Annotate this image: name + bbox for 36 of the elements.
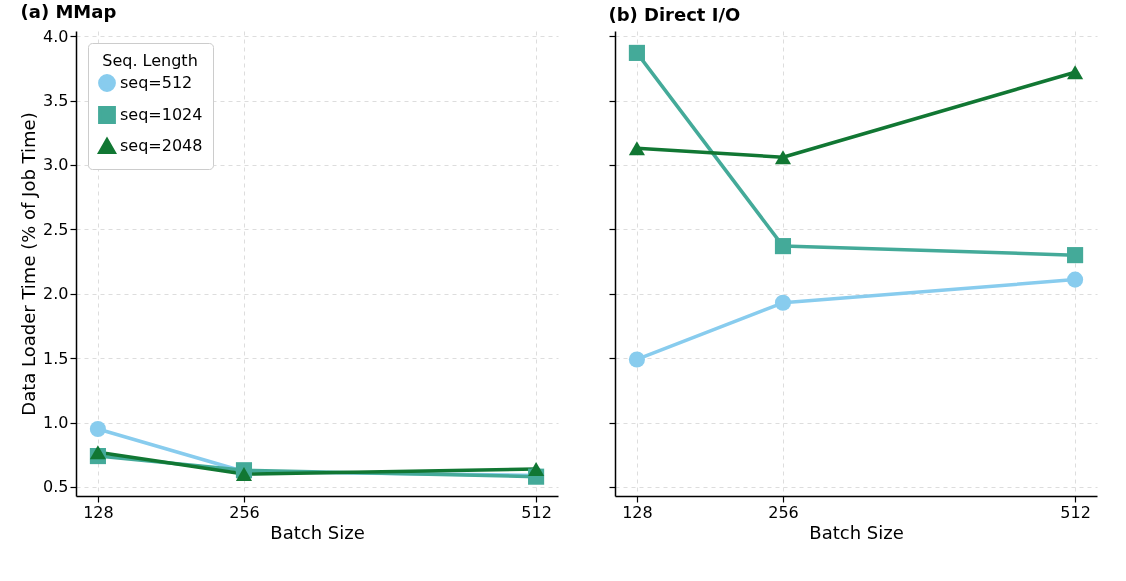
x-tick-label: 512 (521, 502, 552, 522)
y-tick-label: 1.0 (43, 413, 69, 433)
legend-label: seq=2048 (120, 136, 203, 155)
y-tick-label: 2.5 (43, 219, 69, 239)
x-tick-label: 128 (622, 502, 653, 522)
chart-title: (a) MMap (20, 1, 117, 23)
point (235, 467, 253, 482)
point (774, 238, 792, 255)
y-tick-label: 4.0 (43, 26, 69, 46)
chart-title: (b) Direct I/O (608, 4, 741, 25)
point (89, 445, 106, 460)
x-tick-label: 512 (1060, 502, 1091, 522)
point (528, 461, 545, 476)
y-tick-label: 3.5 (43, 91, 69, 111)
legend-title: Seq. Length (102, 51, 198, 70)
point (628, 44, 645, 61)
point (1067, 271, 1084, 288)
legend-label: seq=1024 (120, 105, 203, 124)
y-axis-title: Data Loader Time (% of Job Time) (18, 112, 40, 416)
point (628, 141, 645, 156)
y-tick-label: 2.0 (43, 284, 69, 304)
x-tick-label: 256 (768, 502, 799, 522)
y-tick-label: 3.0 (43, 155, 69, 175)
y-tick-label: 1.5 (43, 348, 69, 368)
point (1067, 247, 1084, 264)
y-tick-label: 0.5 (43, 477, 69, 497)
point (89, 420, 106, 438)
x-tick-label: 128 (83, 502, 114, 522)
x-axis-title: Batch Size (809, 521, 904, 543)
point (628, 351, 645, 368)
point (1067, 65, 1084, 80)
x-axis-title: Batch Size (270, 521, 365, 543)
point (774, 150, 792, 165)
point (774, 294, 792, 311)
legend-label: seq=512 (120, 73, 193, 92)
x-tick-label: 256 (229, 502, 260, 522)
